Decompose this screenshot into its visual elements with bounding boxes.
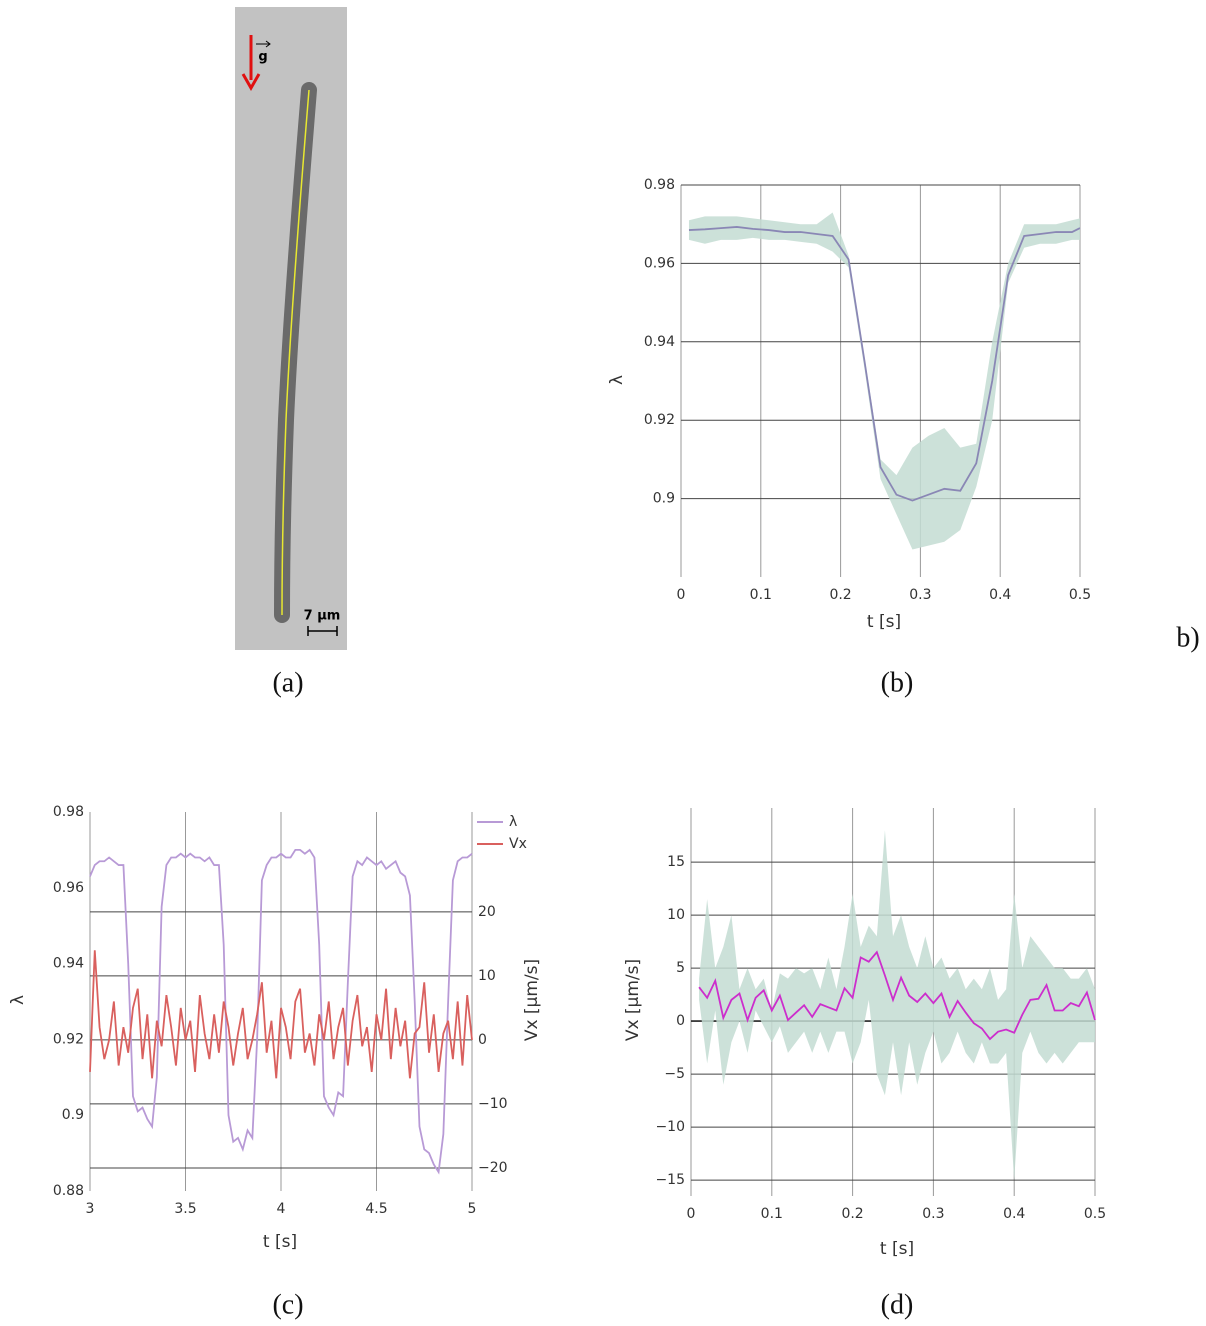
- y-tick-label: 0.92: [53, 1031, 84, 1047]
- x-tick-label: 0.2: [829, 587, 851, 603]
- y-tick-label: 0.94: [644, 334, 675, 350]
- x-tick-label: 0.1: [750, 587, 772, 603]
- y2-axis-label: Vx [µm/s]: [522, 959, 542, 1041]
- y-axis-label: λ: [8, 995, 28, 1005]
- y-tick-label: 0.9: [653, 491, 675, 507]
- y-tick-label: −15: [655, 1172, 685, 1188]
- x-tick-label: 0.2: [841, 1206, 863, 1222]
- y-tick-label: −10: [655, 1119, 685, 1135]
- y-tick-label: 0.98: [53, 804, 84, 820]
- x-tick-label: 0: [677, 587, 686, 603]
- y-tick-label: 0.98: [644, 177, 675, 193]
- x-tick-label: 3.5: [174, 1201, 196, 1217]
- x-tick-label: 3: [86, 1201, 95, 1217]
- y-tick-label: 0.96: [644, 255, 675, 271]
- gravity-label: g: [258, 50, 267, 65]
- side-label: b): [1176, 622, 1199, 653]
- gravity-arrow-head: [241, 73, 261, 92]
- micrograph: g 7 µm (a): [235, 7, 347, 698]
- y-tick-label: 0.96: [53, 880, 84, 896]
- series-line: [688, 226, 1081, 502]
- y-tick-label: 10: [667, 907, 685, 923]
- y-tick-label: 5: [676, 960, 685, 976]
- x-axis-label: t [s]: [880, 1239, 914, 1259]
- x-tick-label: 0.5: [1084, 1206, 1106, 1222]
- y-tick-label: 0: [676, 1013, 685, 1029]
- error-band: [688, 212, 1080, 550]
- series-line: [89, 950, 473, 1079]
- x-tick-label: 0: [687, 1206, 696, 1222]
- y-tick-label: 0.92: [644, 412, 675, 428]
- x-tick-label: 0.1: [761, 1206, 783, 1222]
- vector-arrow-head: [265, 40, 271, 48]
- caption: (b): [881, 667, 914, 698]
- x-tick-label: 0.3: [909, 587, 931, 603]
- x-tick-label: 4.5: [365, 1201, 387, 1217]
- x-tick-label: 0.4: [989, 587, 1011, 603]
- x-tick-label: 0.3: [922, 1206, 944, 1222]
- y-tick-label: 0.9: [62, 1107, 84, 1123]
- y-tick-label: 0.88: [53, 1183, 84, 1199]
- x-axis-label: t [s]: [867, 612, 901, 632]
- y2-tick-label: 20: [478, 904, 496, 920]
- legend-label: Vx: [509, 836, 527, 852]
- x-tick-label: 5: [468, 1201, 477, 1217]
- y2-tick-label: −10: [478, 1096, 508, 1112]
- legend-label: λ: [509, 814, 517, 830]
- series-line: [89, 848, 473, 1175]
- y2-tick-label: 0: [478, 1032, 487, 1048]
- y-tick-label: 0.94: [53, 956, 84, 972]
- series-line: [698, 950, 1096, 1041]
- y-axis-label: λ: [607, 375, 627, 385]
- y-tick-label: 15: [667, 854, 685, 870]
- y-tick-label: −5: [664, 1066, 685, 1082]
- y2-tick-label: 10: [478, 968, 496, 984]
- error-band: [699, 830, 1095, 1181]
- scale-bar: [307, 626, 338, 636]
- caption: (c): [272, 1289, 303, 1320]
- x-tick-label: 4: [277, 1201, 286, 1217]
- x-tick-label: 0.4: [1003, 1206, 1025, 1222]
- y2-tick-label: −20: [478, 1160, 508, 1176]
- x-axis-label: t [s]: [263, 1232, 297, 1252]
- y-axis-label: Vx [µm/s]: [623, 959, 643, 1041]
- scale-label: 7 µm: [304, 609, 341, 624]
- caption: (a): [272, 667, 303, 698]
- caption: (d): [881, 1289, 914, 1320]
- x-tick-label: 0.5: [1069, 587, 1091, 603]
- fiber-centerline: [281, 89, 310, 616]
